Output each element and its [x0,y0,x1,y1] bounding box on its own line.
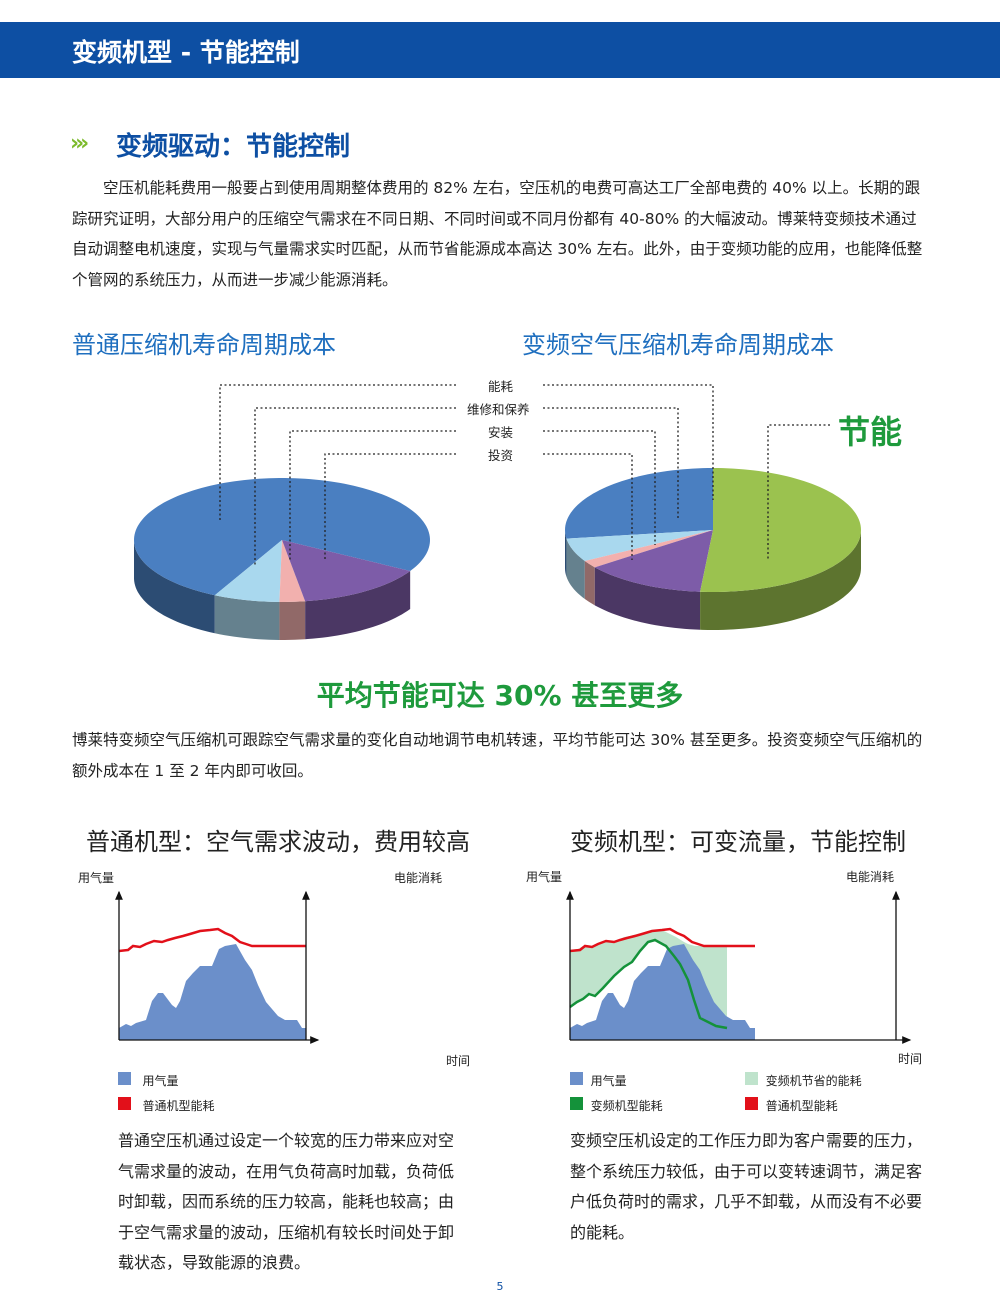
installation-slice [584,530,713,568]
legend-label: 用气量 [590,1074,627,1088]
pie-label-maintenance: 维修和保养 [467,402,530,417]
legend-swatch [745,1072,758,1085]
page-number: 5 [496,1280,504,1293]
header-bar [0,22,1000,78]
highlight-text: 博莱特变频空气压缩机可跟踪空气需求量的变化自动地调节电机转速，平均节能可达 30… [72,731,923,780]
energy-slice [134,478,430,596]
legend-label: 用气量 [142,1074,179,1088]
left-legend-demand: 用气量 [118,1072,178,1089]
left-chart-title: 普通机型：空气需求波动，费用较高 [86,828,470,856]
savings-slice [700,468,861,592]
left-pie-chart [134,478,430,640]
maintenance-side [214,595,280,640]
installation-side [584,561,595,606]
maintenance-side [566,538,585,599]
right-pie-title: 变频空气压缩机寿命周期成本 [522,331,834,359]
demand-charts [115,890,912,1044]
right-y-label: 用气量 [526,870,563,884]
legend-label: 普通机型能耗 [142,1099,215,1113]
pie-label-investment: 投资 [488,448,514,463]
maintenance-slice [566,530,713,561]
left-legend-fixed: 普通机型能耗 [118,1097,214,1114]
legend-swatch [570,1097,583,1110]
left-demand-area [119,944,306,1040]
right-legend-demand: 用气量 [570,1072,627,1089]
chevron-icon: ››› [70,131,89,156]
savings-side [700,530,861,630]
left-x-label: 时间 [446,1054,471,1068]
investment-slice [282,540,411,602]
maintenance-slice [214,540,282,602]
legend-swatch [745,1097,758,1110]
right-legend-fixed: 普通机型能耗 [745,1097,838,1114]
legend-label: 普通机型能耗 [765,1099,838,1113]
right-legend-vsd: 变频机型能耗 [570,1097,663,1114]
right-vsd-energy-line [569,938,728,1030]
left-y2-label: 电能消耗 [394,871,443,885]
left-fixed-energy-line [118,927,306,953]
right-y2-label: 电能消耗 [846,870,895,884]
pie-label-energy: 能耗 [488,379,514,394]
legend-swatch [570,1072,583,1085]
right-demand-area [570,944,755,1040]
left-y-label: 用气量 [78,871,115,885]
right-fixed-energy-line [569,927,755,953]
investment-slice [594,530,713,592]
intro-paragraph: 空压机能耗费用一般要占到使用周期整体费用的 82% 左右，空压机的电费可高达工厂… [72,179,923,289]
section-title: 变频驱动：节能控制 [116,132,351,162]
right-chart-title: 变频机型：可变流量，节能控制 [570,828,906,856]
highlight-title: 平均节能可达 30% 甚至更多 [316,679,684,712]
energy-side [134,540,215,634]
investment-side [305,571,411,640]
energy-side [565,530,567,577]
energy-slice [565,468,713,539]
installation-side [279,601,306,640]
legend-swatch [118,1097,131,1110]
pie-illustrations [134,384,861,640]
pie-label-installation: 安装 [488,425,514,440]
legend-label: 变频机节省的能耗 [765,1074,862,1088]
leader-lines [219,384,830,565]
right-pie-chart [565,468,861,630]
left-pie-title: 普通压缩机寿命周期成本 [72,331,336,359]
investment-side [594,567,701,630]
right-chart-description: 变频空压机设定的工作压力即为客户需要的压力，整个系统压力较低，由于可以变转速调节… [570,1131,923,1242]
right-x-label: 时间 [898,1052,923,1066]
legend-label: 变频机型能耗 [590,1099,663,1113]
left-chart-description: 普通空压机通过设定一个较宽的压力带来应对空气需求量的波动，在用气负荷高时加载，负… [118,1131,455,1272]
right-chart-plot [569,927,755,1040]
right-legend-savings: 变频机节省的能耗 [745,1072,862,1089]
page-title: 变频机型 - 节能控制 [72,38,300,67]
installation-slice [279,540,306,602]
legend-swatch [118,1072,131,1085]
savings-label: 节能 [838,413,903,451]
